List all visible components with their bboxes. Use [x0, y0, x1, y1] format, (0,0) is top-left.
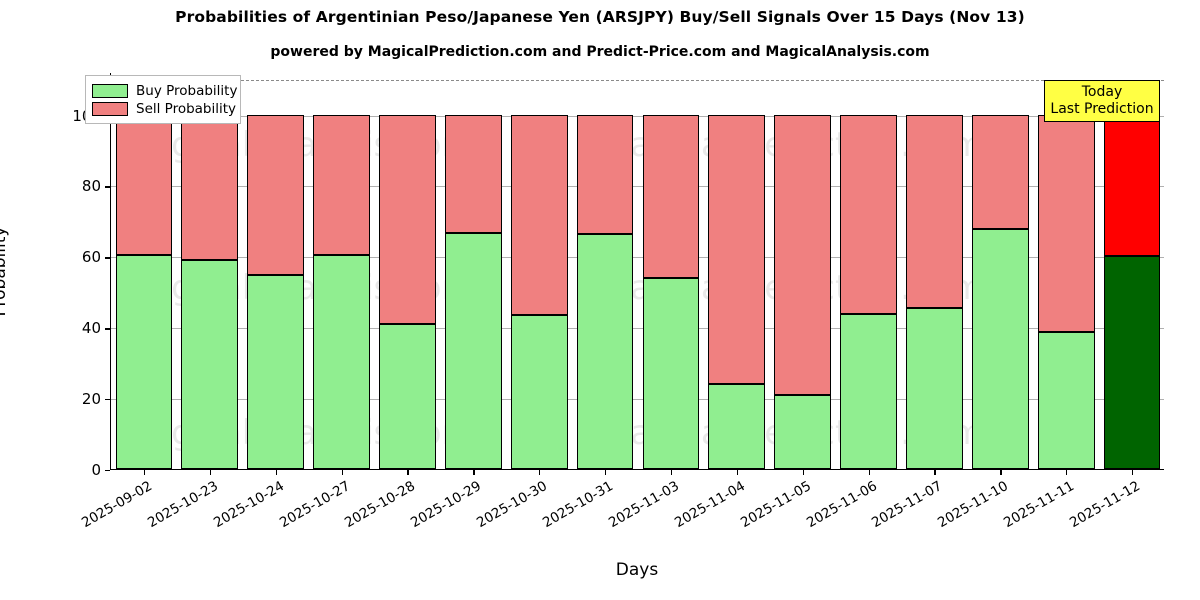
y-tick-label: 80 — [81, 177, 101, 196]
bar-stack[interactable] — [444, 72, 502, 469]
x-tick-mark — [275, 470, 277, 475]
bar-segment-sell[interactable] — [379, 114, 436, 324]
x-tick-mark — [407, 470, 409, 475]
chart-legend: Buy Probability Sell Probability — [85, 75, 241, 124]
bar-stack[interactable] — [1037, 72, 1095, 469]
bar-segment-sell[interactable] — [576, 114, 634, 235]
bar-segment-buy[interactable] — [840, 314, 897, 469]
bar-segment-sell[interactable] — [642, 114, 700, 278]
bar-stack[interactable] — [247, 72, 304, 469]
x-tick-mark — [670, 470, 673, 475]
today-annotation-line2: Last Prediction — [1050, 101, 1154, 117]
gridline — [111, 328, 1164, 330]
bar-segment-buy[interactable] — [1103, 256, 1161, 469]
chart-title: Probabilities of Argentinian Peso/Japane… — [175, 8, 1025, 26]
x-tick-mark — [934, 470, 936, 475]
bar-segment-buy[interactable] — [379, 323, 436, 469]
bar-stack[interactable] — [379, 72, 436, 469]
y-tick-label: 0 — [91, 461, 101, 479]
bar-stack[interactable] — [576, 72, 634, 469]
x-tick-mark — [143, 470, 146, 475]
bar-segment-buy[interactable] — [247, 275, 304, 469]
legend-swatch-buy — [92, 83, 128, 98]
legend-label-buy: Buy Probability — [136, 82, 238, 99]
gridline — [111, 257, 1164, 259]
bar-segment-buy[interactable] — [1037, 332, 1095, 469]
today-annotation-line1: Today — [1081, 84, 1123, 100]
x-tick-mark — [341, 470, 343, 475]
bar-segment-sell[interactable] — [774, 114, 831, 396]
legend-item-sell[interactable]: Sell Probability — [92, 100, 237, 117]
bar-segment-buy[interactable] — [510, 315, 568, 469]
today-annotation: Today Last Prediction — [1044, 80, 1160, 122]
bar-segment-buy[interactable] — [115, 254, 173, 469]
y-tick-mark — [105, 257, 110, 259]
plot-area: MagicalAnalysis.comMagicalPrediction.com… — [110, 72, 1164, 475]
bar-stack[interactable] — [708, 72, 766, 469]
legend-item-buy[interactable]: Buy Probability — [92, 82, 238, 99]
bar-segment-buy[interactable] — [971, 229, 1029, 469]
bar-stack[interactable] — [181, 72, 239, 469]
gridline — [111, 399, 1164, 401]
bar-segment-sell[interactable] — [247, 114, 304, 276]
gridline — [111, 115, 1164, 117]
y-tick-mark — [105, 186, 110, 188]
bar-segment-sell[interactable] — [708, 114, 766, 384]
bar-segment-buy[interactable] — [774, 395, 831, 469]
bar-segment-sell[interactable] — [971, 114, 1029, 230]
x-tick-mark — [868, 470, 870, 475]
gridline — [111, 186, 1164, 188]
y-tick-label: 60 — [81, 248, 101, 267]
bar-segment-buy[interactable] — [181, 259, 239, 469]
x-axis-label: Days — [615, 560, 659, 580]
x-tick-mark — [1066, 470, 1068, 475]
bar-stack[interactable] — [840, 72, 897, 469]
legend-label-sell: Sell Probability — [136, 100, 237, 117]
x-tick-mark — [209, 470, 212, 475]
x-tick-mark — [539, 470, 541, 475]
bar-stack[interactable] — [1103, 72, 1161, 469]
y-tick-mark — [105, 399, 110, 401]
bar-segment-sell[interactable] — [444, 114, 502, 233]
bar-stack[interactable] — [906, 72, 963, 469]
bar-segment-sell[interactable] — [906, 114, 963, 308]
bar-segment-sell[interactable] — [1103, 114, 1161, 257]
chart-subtitle: powered by MagicalPrediction.com and Pre… — [270, 44, 930, 60]
reference-line — [111, 80, 1164, 82]
bar-stack[interactable] — [642, 72, 700, 469]
x-tick-mark — [736, 470, 739, 475]
bar-stack[interactable] — [971, 72, 1029, 469]
y-tick-mark — [105, 328, 110, 330]
x-tick-mark — [1132, 470, 1134, 475]
bar-segment-sell[interactable] — [181, 114, 239, 260]
x-tick-mark — [1000, 470, 1002, 475]
y-axis-label-wrap: Probability — [0, 73, 46, 470]
bar-stack[interactable] — [115, 72, 173, 469]
x-tick-mark — [802, 470, 804, 475]
bar-segment-buy[interactable] — [642, 277, 700, 469]
y-tick-mark — [105, 470, 110, 472]
y-tick-label: 20 — [81, 390, 101, 409]
bar-segment-buy[interactable] — [708, 383, 766, 469]
y-tick-label: 40 — [81, 319, 101, 338]
bar-stack[interactable] — [313, 72, 370, 469]
bar-segment-sell[interactable] — [1037, 114, 1095, 333]
bar-stack[interactable] — [510, 72, 568, 469]
bar-segment-buy[interactable] — [313, 254, 370, 469]
bar-segment-sell[interactable] — [313, 114, 370, 255]
bar-segment-sell[interactable] — [510, 114, 568, 316]
y-axis-label: Probability — [0, 226, 10, 317]
x-tick-mark — [473, 470, 475, 475]
legend-swatch-sell — [92, 101, 128, 116]
x-tick-mark — [605, 470, 607, 475]
bar-segment-sell[interactable] — [840, 114, 897, 315]
bar-segment-buy[interactable] — [906, 307, 963, 469]
bar-stack[interactable] — [774, 72, 831, 469]
bar-segment-sell[interactable] — [115, 114, 173, 255]
bar-segment-buy[interactable] — [576, 234, 634, 469]
bar-segment-buy[interactable] — [444, 232, 502, 469]
